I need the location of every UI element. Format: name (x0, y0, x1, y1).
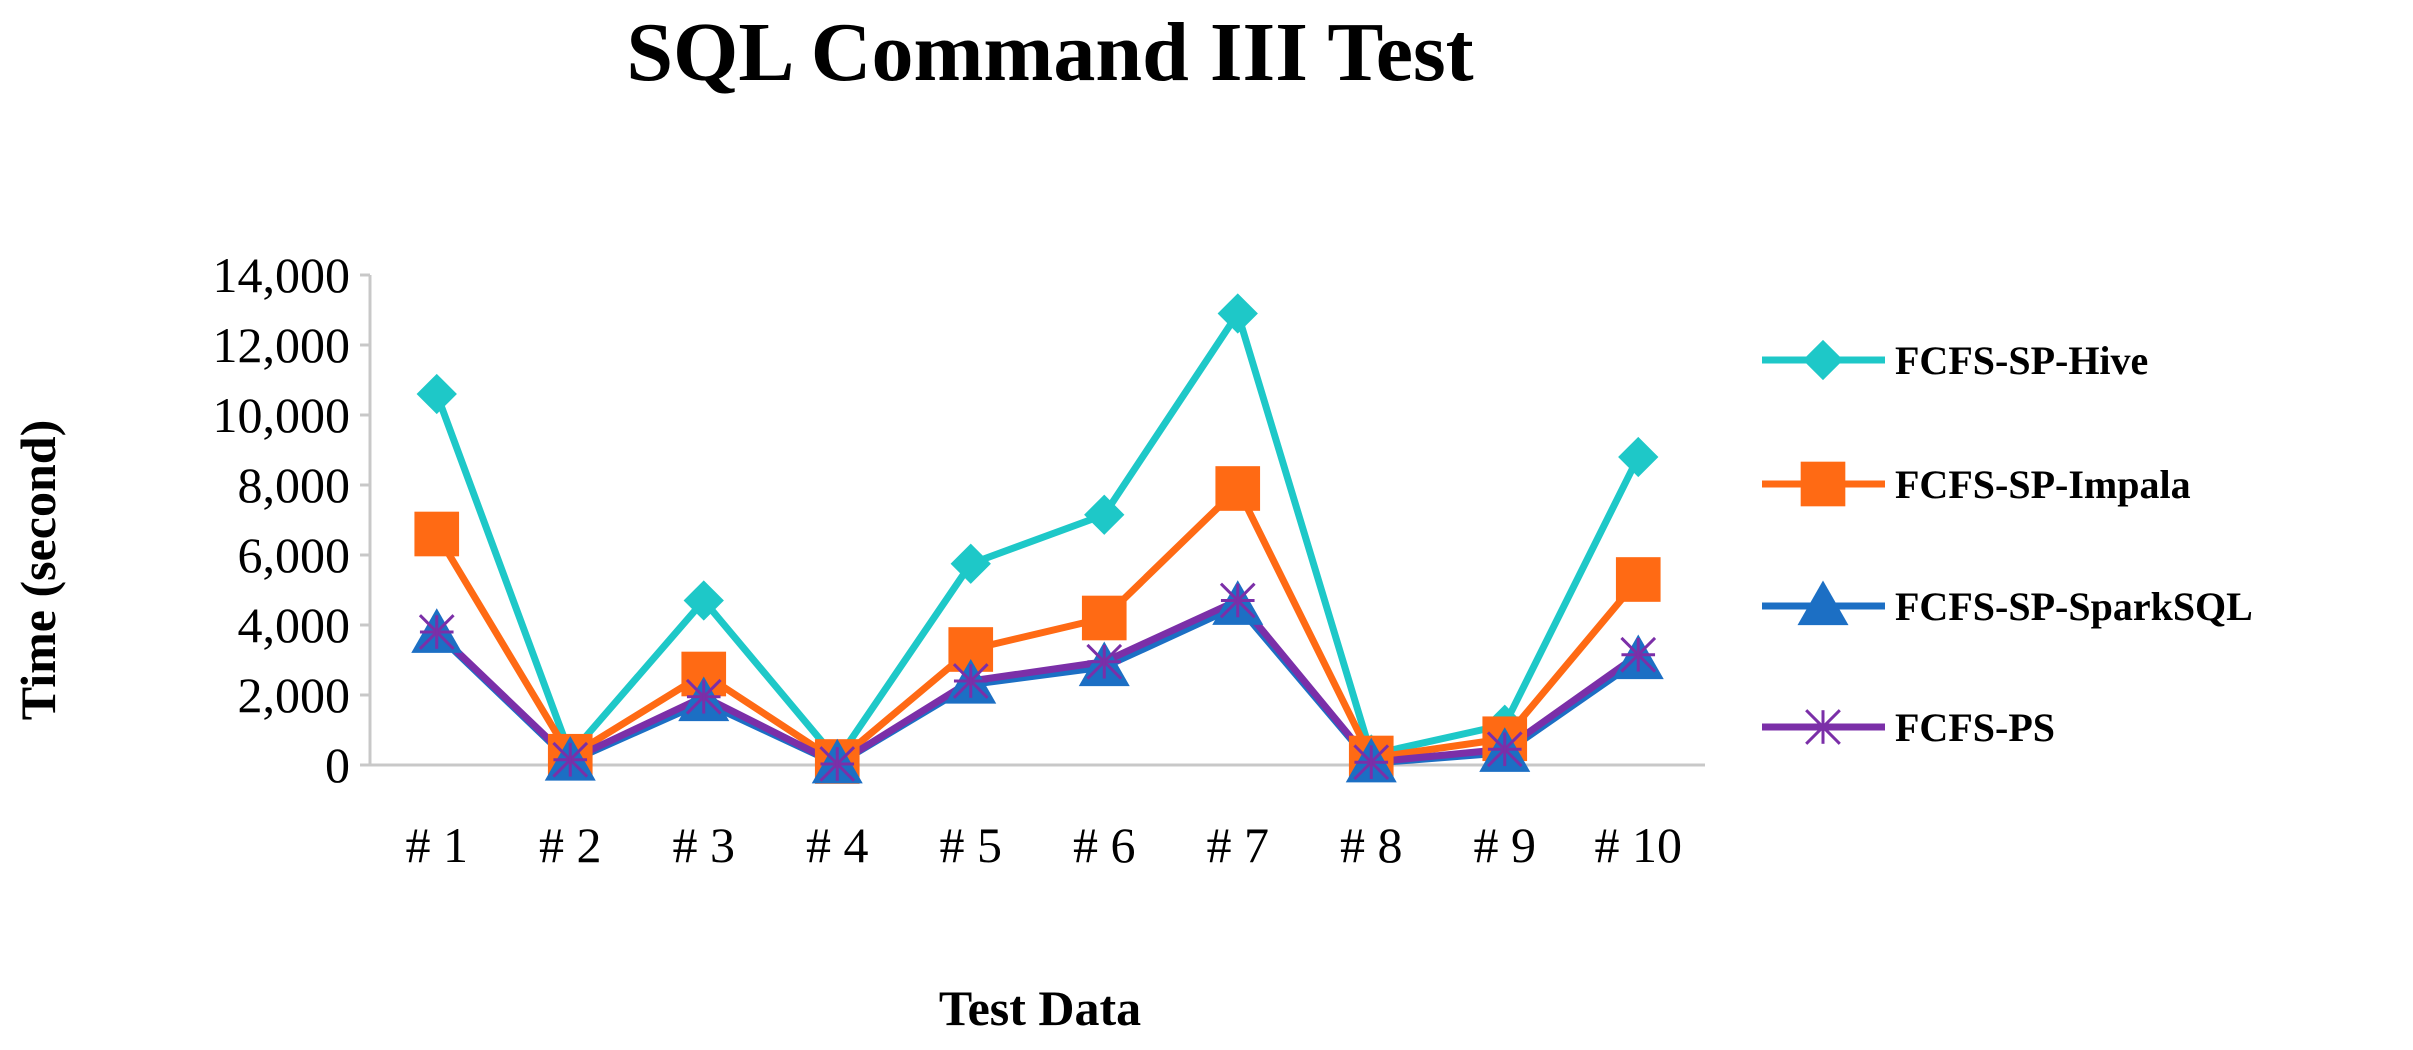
series-line-fcfs-sp-impala (433, 485, 1641, 765)
legend-label: FCFS-SP-SparkSQL (1895, 584, 2253, 629)
data-point-fcfs-sp-hive (1217, 293, 1258, 334)
data-point-fcfs-ps (1086, 643, 1123, 680)
legend-marker (1805, 709, 1841, 745)
data-point-fcfs-ps (1219, 582, 1256, 619)
legend-label: FCFS-PS (1895, 705, 2055, 750)
legend-label: FCFS-SP-Hive (1895, 338, 2148, 383)
legend-label: FCFS-SP-Impala (1895, 462, 2191, 507)
series-line-fcfs-ps (434, 597, 1641, 768)
x-axis-title: Test Data (939, 980, 1141, 1036)
x-tick-labels: # 1 # 2 # 3 # 4 # 5 # 6 # 7 # 8 # 9 # 10 (406, 817, 1683, 873)
y-tick-label: 14,000 (213, 247, 351, 303)
legend-marker (1802, 339, 1844, 381)
y-tick-labels: 0 2,000 4,000 6,000 8,000 10,000 12,000 14,000 (213, 247, 370, 793)
y-tick-label: 12,000 (213, 317, 351, 373)
data-point-fcfs-ps (819, 746, 856, 782)
data-point-fcfs-ps (1486, 731, 1523, 768)
data-point-fcfs-ps (952, 663, 989, 699)
y-tick-label: 4,000 (238, 597, 351, 653)
y-tick-label: 2,000 (238, 667, 351, 723)
y-tick-label: 8,000 (238, 457, 351, 513)
x-tick-label: # 4 (806, 817, 869, 873)
x-tick-label: # 3 (673, 817, 736, 873)
data-point-fcfs-sp-hive (950, 543, 991, 584)
x-tick-label: # 5 (940, 817, 1003, 873)
y-tick-label: 10,000 (213, 387, 351, 443)
data-point-fcfs-sp-impala (1215, 466, 1261, 511)
data-point-fcfs-sp-hive (1084, 494, 1125, 535)
series-markers (411, 293, 1664, 784)
series-lines (433, 310, 1642, 768)
data-point-fcfs-ps (552, 741, 589, 778)
data-point-fcfs-ps (1620, 636, 1657, 673)
y-tick-label: 6,000 (238, 527, 351, 583)
x-tick-label: # 6 (1073, 817, 1136, 873)
data-point-fcfs-sp-impala (1081, 595, 1127, 641)
legend: FCFS-SP-Hive FCFS-SP-Impala FCFS-SP-SparkS… (1762, 338, 2253, 750)
x-tick-label: # 8 (1340, 817, 1403, 873)
series-line-fcfs-sp-hive (433, 310, 1642, 764)
y-tick-label: 0 (325, 737, 350, 793)
data-point-fcfs-sp-hive (683, 580, 724, 621)
chart-title: SQL Command III Test (626, 6, 1473, 99)
x-tick-label: # 10 (1595, 817, 1683, 873)
data-point-fcfs-sp-hive (416, 373, 457, 415)
legend-marker (1797, 580, 1849, 626)
legend-marker (1800, 461, 1846, 507)
data-point-fcfs-sp-hive (1618, 436, 1659, 478)
data-point-fcfs-sp-impala (414, 511, 460, 557)
data-point-fcfs-ps (418, 614, 455, 650)
data-point-fcfs-ps (1353, 744, 1390, 781)
data-point-fcfs-ps (685, 678, 722, 715)
x-tick-label: # 7 (1207, 817, 1270, 873)
data-point-fcfs-sp-impala (1615, 557, 1661, 602)
y-axis-title: Time (second) (10, 420, 66, 720)
x-tick-label: # 9 (1474, 817, 1537, 873)
x-tick-label: # 2 (539, 817, 602, 873)
x-tick-label: # 1 (406, 817, 469, 873)
